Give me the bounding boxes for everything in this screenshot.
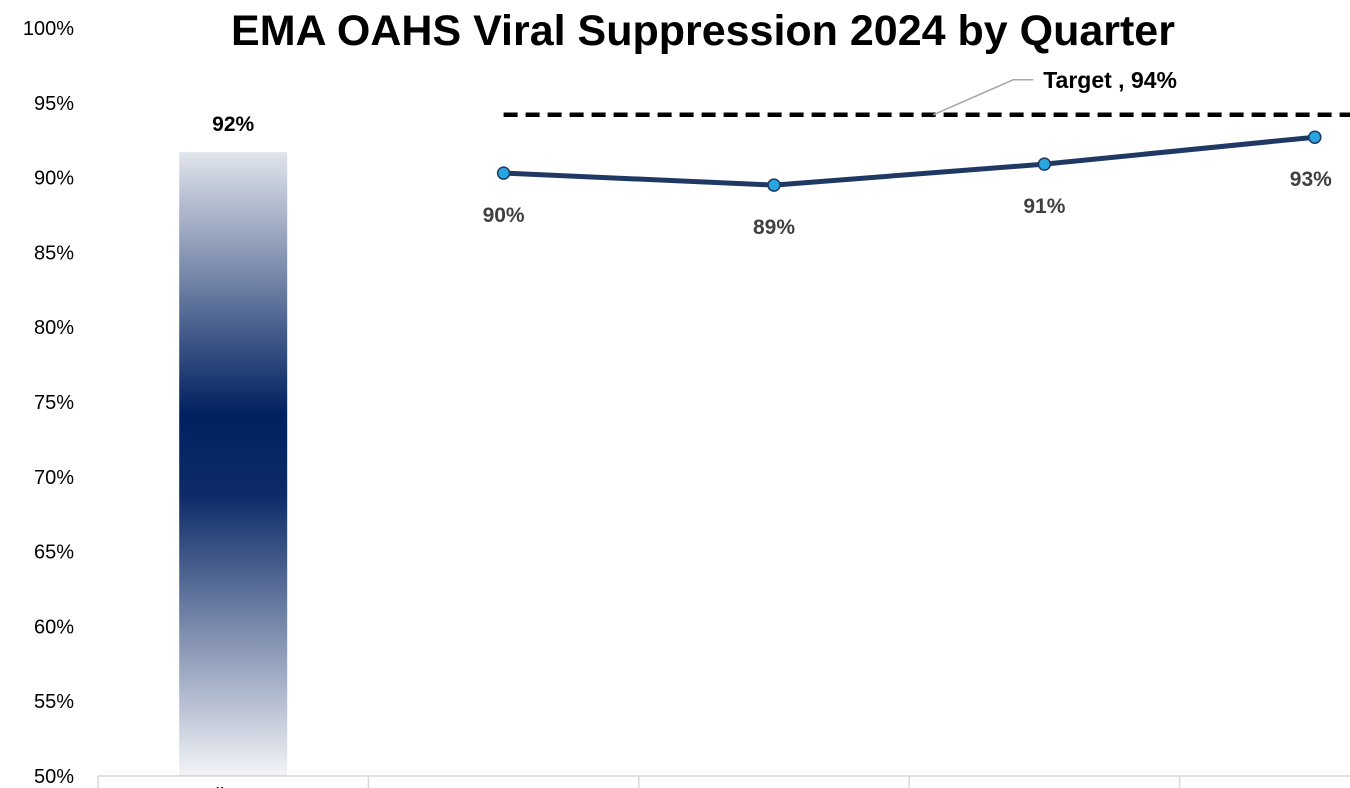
line-point: [496, 166, 511, 180]
x-category-label: OAHS Q2 2024: [705, 785, 844, 788]
y-tick-label: 50%: [34, 766, 74, 788]
y-tick-label: 90%: [34, 168, 74, 190]
x-axis: Baseline 2023 OAHS Q1 2024 OAHS Q2 2024 OAH…: [97, 775, 1350, 788]
line-point: [1037, 157, 1052, 171]
line-data-label: 91%: [1023, 195, 1065, 218]
y-tick-label: 70%: [34, 467, 74, 489]
bar-series: 92%: [179, 113, 288, 777]
y-tick-label: 60%: [34, 616, 74, 638]
line-point: [1308, 130, 1322, 144]
y-tick-label: 85%: [34, 242, 74, 264]
bar: [179, 152, 288, 777]
x-category-label: Baseline 2023: [170, 785, 297, 788]
target-label: Target , 94%: [1043, 67, 1177, 93]
line-data-label: 93%: [1290, 168, 1332, 191]
series-line: [503, 134, 1316, 188]
bar-data-label: 92%: [212, 113, 254, 136]
line-data-label: 89%: [753, 216, 795, 239]
line-point: [767, 178, 781, 192]
y-tick-label: 80%: [34, 317, 74, 339]
target-line-group: Target , 94%: [503, 67, 1350, 118]
x-category-label: OAHS Q3 2024: [975, 785, 1114, 788]
x-category-label: OAHS Q1 2024: [434, 785, 573, 788]
y-axis: 50% 55% 60% 65% 70% 75% 80% 85% 90% 95% 100%: [23, 18, 74, 788]
line-series: 90% 89% 91% 93%: [483, 130, 1332, 239]
target-callout-leader: [932, 79, 1034, 116]
y-tick-label: 75%: [34, 392, 74, 414]
chart-title: EMA OAHS Viral Suppression 2024 by Quart…: [231, 7, 1175, 55]
y-tick-label: 65%: [34, 542, 74, 564]
y-tick-label: 55%: [34, 691, 74, 713]
line-data-label: 90%: [483, 204, 525, 227]
x-category-label: OAHS Q4 2024: [1245, 785, 1350, 788]
y-tick-label: 95%: [34, 93, 74, 115]
y-tick-label: 100%: [23, 18, 74, 40]
